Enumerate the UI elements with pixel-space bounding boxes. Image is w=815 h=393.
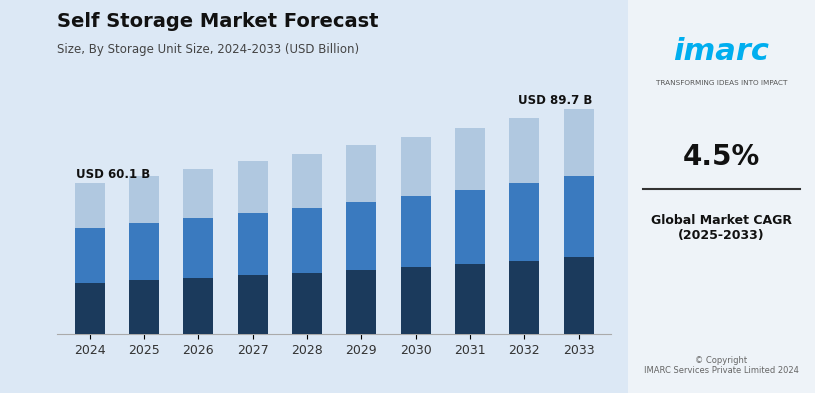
- Bar: [75, 183, 104, 228]
- Bar: [401, 267, 430, 334]
- Bar: [183, 278, 214, 334]
- Bar: [292, 273, 322, 334]
- Bar: [564, 176, 593, 257]
- Text: Size, By Storage Unit Size, 2024-2033 (USD Billion): Size, By Storage Unit Size, 2024-2033 (U…: [57, 43, 359, 56]
- Bar: [455, 264, 485, 334]
- Bar: [129, 224, 159, 280]
- Text: TRANSFORMING IDEAS INTO IMPACT: TRANSFORMING IDEAS INTO IMPACT: [655, 79, 787, 86]
- Bar: [292, 154, 322, 208]
- Text: © Copyright
IMARC Services Private Limited 2024: © Copyright IMARC Services Private Limit…: [644, 356, 799, 375]
- Bar: [238, 275, 267, 334]
- Text: Self Storage Market Forecast: Self Storage Market Forecast: [57, 12, 378, 31]
- Bar: [183, 169, 214, 219]
- Bar: [509, 183, 540, 261]
- Bar: [75, 228, 104, 283]
- Text: USD 60.1 B: USD 60.1 B: [76, 169, 150, 182]
- Bar: [564, 257, 593, 334]
- Bar: [455, 190, 485, 264]
- Bar: [401, 137, 430, 196]
- Bar: [238, 162, 267, 213]
- Bar: [509, 261, 540, 334]
- Text: Global Market CAGR
(2025-2033): Global Market CAGR (2025-2033): [650, 214, 792, 242]
- Bar: [129, 280, 159, 334]
- Bar: [238, 213, 267, 275]
- Bar: [292, 208, 322, 273]
- Bar: [401, 196, 430, 267]
- Bar: [183, 219, 214, 278]
- Bar: [509, 118, 540, 183]
- Bar: [346, 202, 377, 270]
- Text: imarc: imarc: [673, 37, 769, 66]
- Text: 4.5%: 4.5%: [683, 143, 760, 171]
- Bar: [346, 145, 377, 202]
- Bar: [346, 270, 377, 334]
- Legend: Small Storage Unit, Medium Storage Unit, Large Storage Unit: Small Storage Unit, Medium Storage Unit,…: [97, 388, 571, 393]
- Bar: [455, 128, 485, 190]
- Text: USD 89.7 B: USD 89.7 B: [518, 94, 593, 107]
- Bar: [75, 283, 104, 334]
- Bar: [129, 176, 159, 224]
- Bar: [564, 108, 593, 176]
